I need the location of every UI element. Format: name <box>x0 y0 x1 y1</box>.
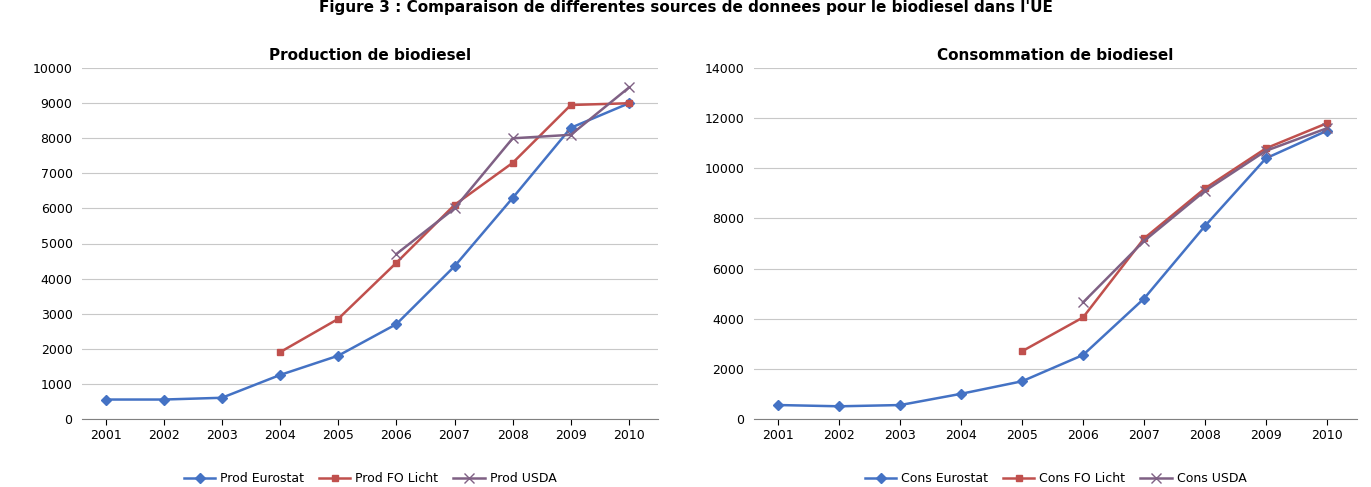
Legend: Prod Eurostat, Prod FO Licht, Prod USDA: Prod Eurostat, Prod FO Licht, Prod USDA <box>180 467 561 487</box>
Prod Eurostat <box>271 372 288 378</box>
Cons Eurostat <box>1319 128 1335 134</box>
Cons Eurostat <box>1197 223 1213 229</box>
Prod USDA <box>505 135 521 141</box>
Cons USDA <box>1319 125 1335 131</box>
Cons FO Licht <box>1319 120 1335 126</box>
Cons Eurostat <box>1015 378 1031 384</box>
Cons USDA <box>1075 300 1091 305</box>
Prod Eurostat <box>330 353 347 358</box>
Prod FO Licht <box>562 102 579 108</box>
Prod FO Licht <box>447 202 463 208</box>
Cons Eurostat <box>831 403 847 409</box>
Prod FO Licht <box>330 316 347 322</box>
Prod USDA <box>447 206 463 211</box>
Prod Eurostat <box>447 263 463 269</box>
Prod FO Licht <box>621 100 638 106</box>
Cons USDA <box>1135 238 1152 244</box>
Prod Eurostat <box>505 195 521 201</box>
Cons Eurostat <box>1135 296 1152 301</box>
Line: Prod Eurostat: Prod Eurostat <box>101 100 632 403</box>
Cons USDA <box>1257 148 1274 154</box>
Line: Cons FO Licht: Cons FO Licht <box>1019 120 1330 355</box>
Cons Eurostat <box>771 402 787 408</box>
Prod USDA <box>388 251 404 257</box>
Cons FO Licht <box>1135 236 1152 242</box>
Cons FO Licht <box>1197 186 1213 191</box>
Line: Prod FO Licht: Prod FO Licht <box>277 100 632 356</box>
Prod Eurostat <box>155 396 171 402</box>
Line: Prod USDA: Prod USDA <box>392 83 633 259</box>
Text: Figure 3 : Comparaison de differentes sources de donnees pour le biodiesel dans : Figure 3 : Comparaison de differentes so… <box>318 0 1053 15</box>
Cons Eurostat <box>1257 155 1274 161</box>
Cons Eurostat <box>893 402 909 408</box>
Line: Cons Eurostat: Cons Eurostat <box>775 127 1330 410</box>
Prod FO Licht <box>271 349 288 355</box>
Legend: Cons Eurostat, Cons FO Licht, Cons USDA: Cons Eurostat, Cons FO Licht, Cons USDA <box>860 467 1252 487</box>
Prod Eurostat <box>621 100 638 106</box>
Prod Eurostat <box>562 125 579 131</box>
Cons USDA <box>1197 188 1213 194</box>
Prod FO Licht <box>388 260 404 266</box>
Prod FO Licht <box>505 160 521 166</box>
Cons Eurostat <box>1075 352 1091 358</box>
Prod Eurostat <box>388 321 404 327</box>
Prod Eurostat <box>214 395 230 401</box>
Cons FO Licht <box>1075 315 1091 320</box>
Prod USDA <box>562 132 579 138</box>
Prod Eurostat <box>97 396 114 402</box>
Cons Eurostat <box>953 391 969 397</box>
Cons FO Licht <box>1257 146 1274 151</box>
Prod USDA <box>621 85 638 91</box>
Title: Consommation de biodiesel: Consommation de biodiesel <box>938 48 1174 63</box>
Line: Cons USDA: Cons USDA <box>1078 123 1331 307</box>
Cons FO Licht <box>1015 348 1031 354</box>
Title: Production de biodiesel: Production de biodiesel <box>269 48 472 63</box>
